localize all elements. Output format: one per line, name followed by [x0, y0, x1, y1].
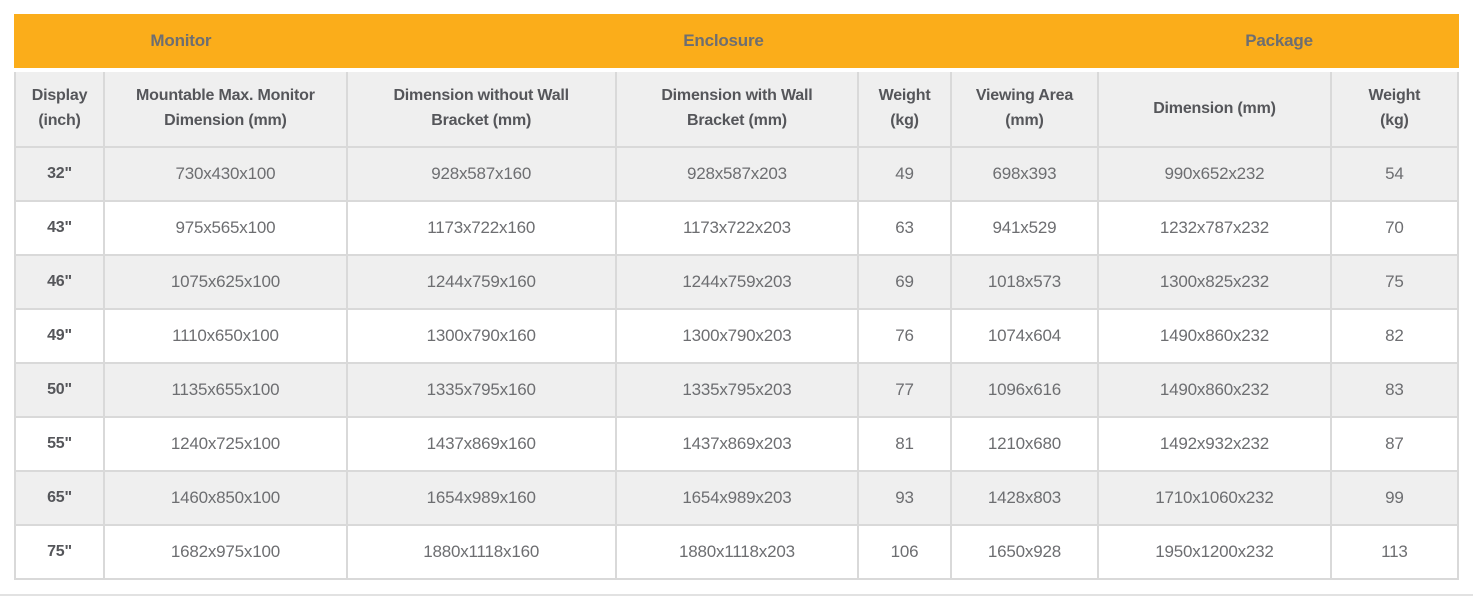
cell-dim-without-bracket: 928x587x160 — [347, 148, 617, 202]
cell-package-weight: 113 — [1331, 526, 1459, 580]
cell-dim-with-bracket: 1880x1118x203 — [616, 526, 860, 580]
cell-dim-with-bracket: 1654x989x203 — [616, 472, 860, 526]
cell-enclosure-weight: 76 — [859, 310, 952, 364]
cell-package-dimension: 1490x860x232 — [1099, 310, 1332, 364]
cell-package-dimension: 1950x1200x232 — [1099, 526, 1332, 580]
column-header-row: Display (inch) Mountable Max. Monitor Di… — [14, 72, 1459, 148]
cell-dim-with-bracket: 1244x759x203 — [616, 256, 860, 310]
cell-display: 75" — [14, 526, 106, 580]
cell-package-weight: 82 — [1331, 310, 1459, 364]
cell-monitor-dimension: 1460x850x100 — [105, 472, 348, 526]
cell-package-dimension: 1710x1060x232 — [1099, 472, 1332, 526]
spec-table: Monitor Enclosure Package Display (inch)… — [14, 14, 1459, 580]
cell-display: 32" — [14, 148, 106, 202]
table-row: 65" 1460x850x100 1654x989x160 1654x989x203 9… — [14, 472, 1459, 526]
cell-display: 50" — [14, 364, 106, 418]
cell-monitor-dimension: 1135x655x100 — [105, 364, 348, 418]
cell-package-weight: 99 — [1331, 472, 1459, 526]
table-row: 49" 1110x650x100 1300x790x160 1300x790x203 7… — [14, 310, 1459, 364]
cell-viewing-area: 1096x616 — [951, 364, 1100, 418]
cell-dim-without-bracket: 1244x759x160 — [347, 256, 617, 310]
table-row: 55" 1240x725x100 1437x869x160 1437x869x203 8… — [14, 418, 1459, 472]
cell-display: 55" — [14, 418, 106, 472]
cell-dim-with-bracket: 1335x795x203 — [616, 364, 860, 418]
group-header-enclosure: Enclosure — [347, 14, 1100, 72]
cell-package-dimension: 990x652x232 — [1099, 148, 1332, 202]
cell-package-dimension: 1232x787x232 — [1099, 202, 1332, 256]
cell-display: 43" — [14, 202, 106, 256]
cell-monitor-dimension: 1240x725x100 — [105, 418, 348, 472]
table-row: 50" 1135x655x100 1335x795x160 1335x795x203 7… — [14, 364, 1459, 418]
cell-monitor-dimension: 1682x975x100 — [105, 526, 348, 580]
cell-dim-without-bracket: 1880x1118x160 — [347, 526, 617, 580]
cell-display: 46" — [14, 256, 106, 310]
cell-dim-with-bracket: 928x587x203 — [616, 148, 860, 202]
cell-dim-with-bracket: 1437x869x203 — [616, 418, 860, 472]
cell-package-weight: 75 — [1331, 256, 1459, 310]
column-header-dim-with-bracket: Dimension with Wall Bracket (mm) — [616, 72, 860, 148]
table-row: 46" 1075x625x100 1244x759x160 1244x759x203 6… — [14, 256, 1459, 310]
cell-package-weight: 83 — [1331, 364, 1459, 418]
cell-package-weight: 87 — [1331, 418, 1459, 472]
table-row: 32" 730x430x100 928x587x160 928x587x203 49 69… — [14, 148, 1459, 202]
section-divider — [0, 594, 1473, 596]
cell-viewing-area: 1210x680 — [951, 418, 1100, 472]
cell-package-dimension: 1492x932x232 — [1099, 418, 1332, 472]
cell-monitor-dimension: 1110x650x100 — [105, 310, 348, 364]
cell-viewing-area: 941x529 — [951, 202, 1100, 256]
column-header-dim-without-bracket: Dimension without Wall Bracket (mm) — [347, 72, 617, 148]
cell-dim-with-bracket: 1300x790x203 — [616, 310, 860, 364]
column-header-package-weight: Weight (kg) — [1331, 72, 1459, 148]
cell-package-weight: 70 — [1331, 202, 1459, 256]
cell-package-dimension: 1300x825x232 — [1099, 256, 1332, 310]
cell-viewing-area: 1428x803 — [951, 472, 1100, 526]
group-header-row: Monitor Enclosure Package — [14, 14, 1459, 72]
cell-dim-without-bracket: 1437x869x160 — [347, 418, 617, 472]
cell-enclosure-weight: 63 — [859, 202, 952, 256]
column-header-display: Display (inch) — [14, 72, 106, 148]
cell-viewing-area: 1018x573 — [951, 256, 1100, 310]
cell-display: 49" — [14, 310, 106, 364]
cell-enclosure-weight: 49 — [859, 148, 952, 202]
cell-monitor-dimension: 1075x625x100 — [105, 256, 348, 310]
table-row: 75" 1682x975x100 1880x1118x160 1880x1118x20… — [14, 526, 1459, 580]
group-header-package: Package — [1099, 14, 1459, 72]
cell-enclosure-weight: 81 — [859, 418, 952, 472]
cell-enclosure-weight: 69 — [859, 256, 952, 310]
cell-display: 65" — [14, 472, 106, 526]
cell-dim-with-bracket: 1173x722x203 — [616, 202, 860, 256]
cell-monitor-dimension: 975x565x100 — [105, 202, 348, 256]
cell-viewing-area: 1650x928 — [951, 526, 1100, 580]
cell-enclosure-weight: 77 — [859, 364, 952, 418]
cell-monitor-dimension: 730x430x100 — [105, 148, 348, 202]
cell-enclosure-weight: 106 — [859, 526, 952, 580]
cell-dim-without-bracket: 1335x795x160 — [347, 364, 617, 418]
spec-table-body: 32" 730x430x100 928x587x160 928x587x203 49 69… — [14, 148, 1459, 580]
cell-dim-without-bracket: 1173x722x160 — [347, 202, 617, 256]
column-header-viewing-area: Viewing Area (mm) — [951, 72, 1100, 148]
cell-enclosure-weight: 93 — [859, 472, 952, 526]
table-row: 43" 975x565x100 1173x722x160 1173x722x203 63… — [14, 202, 1459, 256]
group-header-monitor: Monitor — [14, 14, 348, 72]
cell-package-dimension: 1490x860x232 — [1099, 364, 1332, 418]
column-header-package-dimension: Dimension (mm) — [1099, 72, 1332, 148]
cell-dim-without-bracket: 1300x790x160 — [347, 310, 617, 364]
cell-package-weight: 54 — [1331, 148, 1459, 202]
cell-viewing-area: 698x393 — [951, 148, 1100, 202]
column-header-enclosure-weight: Weight (kg) — [859, 72, 952, 148]
column-header-monitor-dimension: Mountable Max. Monitor Dimension (mm) — [105, 72, 348, 148]
cell-viewing-area: 1074x604 — [951, 310, 1100, 364]
cell-dim-without-bracket: 1654x989x160 — [347, 472, 617, 526]
